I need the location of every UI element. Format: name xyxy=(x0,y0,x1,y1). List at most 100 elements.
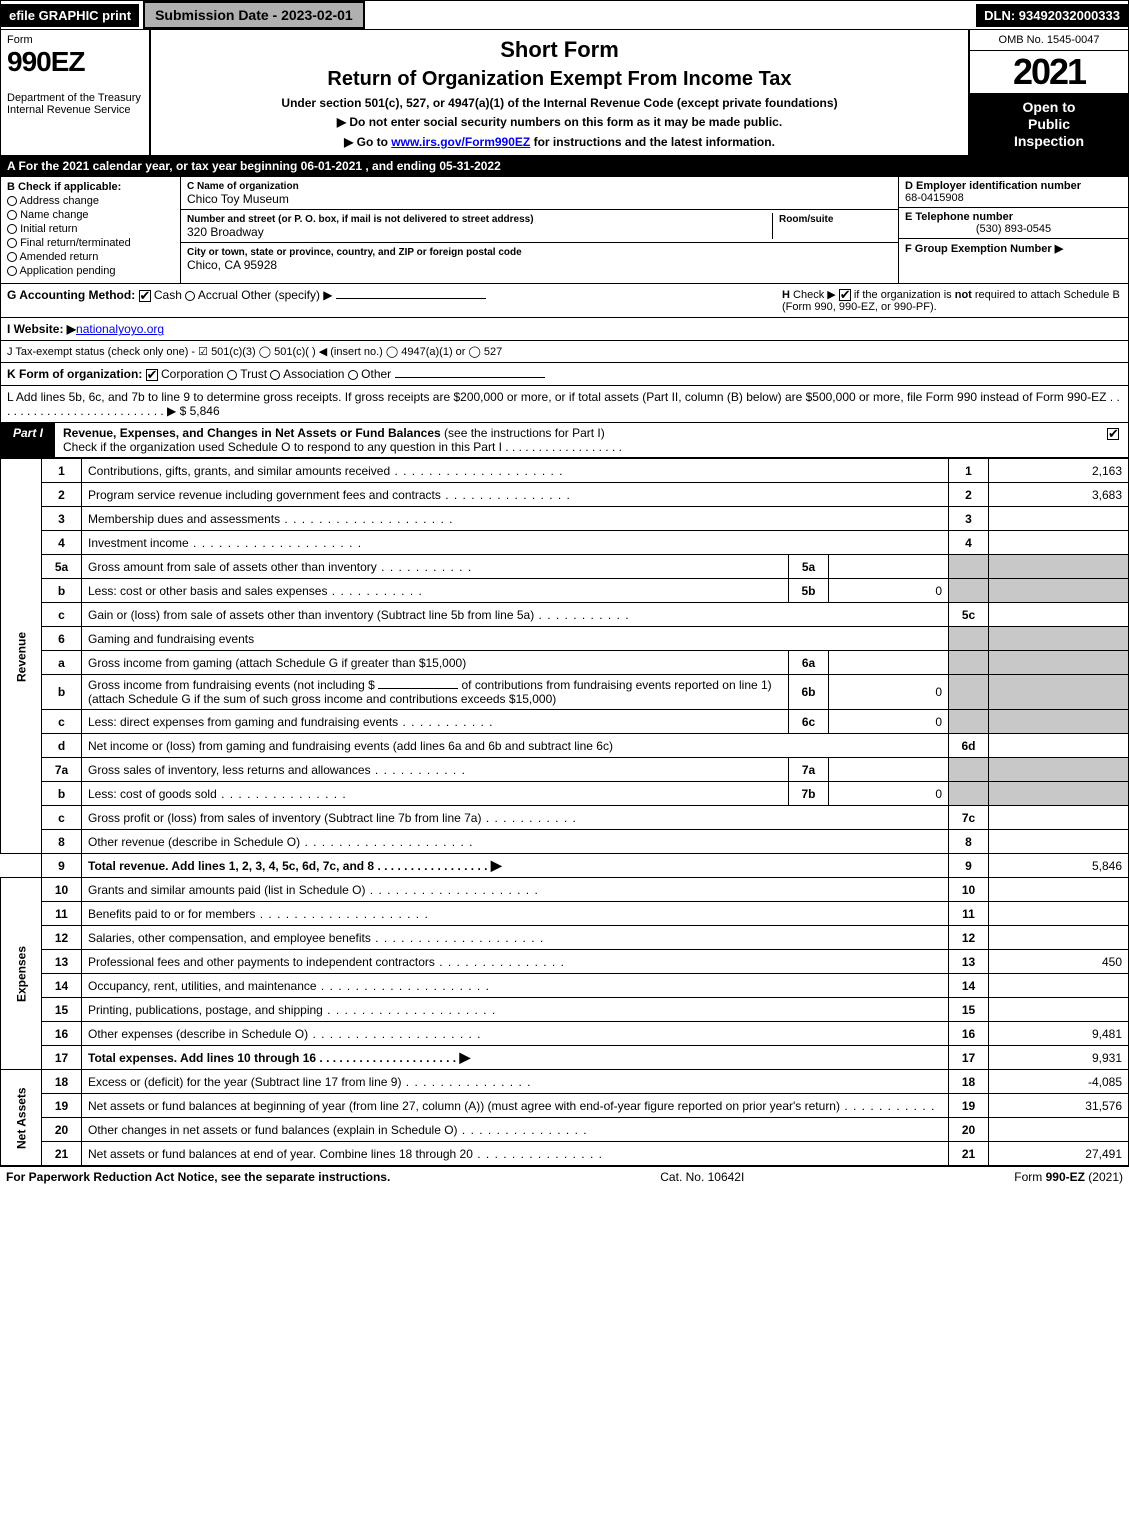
checkbox-corporation[interactable] xyxy=(146,369,158,381)
row-j: J Tax-exempt status (check only one) - ☑… xyxy=(0,341,1129,363)
table-row: b Less: cost of goods sold 7b 0 xyxy=(1,782,1129,806)
part-1-header: Part I Revenue, Expenses, and Changes in… xyxy=(0,423,1129,458)
line-7c-value xyxy=(989,806,1129,830)
checkbox-association[interactable] xyxy=(270,370,280,380)
line-14-value xyxy=(989,974,1129,998)
line-19-value: 31,576 xyxy=(989,1094,1129,1118)
checkbox-cash[interactable] xyxy=(139,290,151,302)
line-10-value xyxy=(989,878,1129,902)
row-i: I Website: ▶nationalyoyo.org xyxy=(0,318,1129,341)
street-label: Number and street (or P. O. box, if mail… xyxy=(187,214,534,225)
subtitle: Under section 501(c), 527, or 4947(a)(1)… xyxy=(157,96,962,110)
line-7b-value: 0 xyxy=(829,782,949,806)
table-row: 8 Other revenue (describe in Schedule O)… xyxy=(1,830,1129,854)
top-bar: efile GRAPHIC print Submission Date - 20… xyxy=(0,0,1129,30)
group-exemption-label: F Group Exemption Number ▶ xyxy=(905,242,1122,255)
table-row: Net Assets 18 Excess or (deficit) for th… xyxy=(1,1070,1129,1094)
line-6a-value xyxy=(829,651,949,675)
row-g-h: G Accounting Method: Cash Accrual Other … xyxy=(0,284,1129,318)
department: Department of the Treasury Internal Reve… xyxy=(7,92,143,116)
table-row: 17 Total expenses. Add lines 10 through … xyxy=(1,1046,1129,1070)
line-7a-value xyxy=(829,758,949,782)
telephone-value: (530) 893-0545 xyxy=(905,223,1122,235)
row-k: K Form of organization: Corporation Trus… xyxy=(0,363,1129,386)
table-row: b Gross income from fundraising events (… xyxy=(1,675,1129,710)
section-b: B Check if applicable: Address change Na… xyxy=(1,177,181,283)
table-row: 2 Program service revenue including gove… xyxy=(1,483,1129,507)
table-row: 6 Gaming and fundraising events xyxy=(1,627,1129,651)
line-4-value xyxy=(989,531,1129,555)
efile-label[interactable]: efile GRAPHIC print xyxy=(1,4,139,27)
section-c: C Name of organization Chico Toy Museum … xyxy=(181,177,898,283)
gross-receipts-amount: ▶ $ 5,846 xyxy=(167,404,220,418)
line-2-value: 3,683 xyxy=(989,483,1129,507)
line-1-value: 2,163 xyxy=(989,459,1129,483)
city-value: Chico, CA 95928 xyxy=(187,258,892,272)
instruction-1: ▶ Do not enter social security numbers o… xyxy=(157,115,962,129)
ein-label: D Employer identification number xyxy=(905,180,1122,192)
part-1-table: Revenue 1 Contributions, gifts, grants, … xyxy=(0,458,1129,1166)
submission-date: Submission Date - 2023-02-01 xyxy=(143,1,365,29)
line-18-value: -4,085 xyxy=(989,1070,1129,1094)
line-16-value: 9,481 xyxy=(989,1022,1129,1046)
line-8-value xyxy=(989,830,1129,854)
street-value: 320 Broadway xyxy=(187,225,772,239)
table-row: 11 Benefits paid to or for members 11 xyxy=(1,902,1129,926)
form-number: 990EZ xyxy=(7,46,143,78)
checkbox-app-pending[interactable] xyxy=(7,266,17,276)
city-label: City or town, state or province, country… xyxy=(187,247,522,258)
checkbox-amended[interactable] xyxy=(7,252,17,262)
table-row: d Net income or (loss) from gaming and f… xyxy=(1,734,1129,758)
checkbox-schedule-o-part1[interactable] xyxy=(1107,428,1119,440)
checkbox-schedule-b[interactable] xyxy=(839,289,851,301)
checkbox-final-return[interactable] xyxy=(7,238,17,248)
net-assets-label: Net Assets xyxy=(1,1070,42,1166)
table-row: Expenses 10 Grants and similar amounts p… xyxy=(1,878,1129,902)
row-l: L Add lines 5b, 6c, and 7b to line 9 to … xyxy=(0,386,1129,423)
table-row: 9 Total revenue. Add lines 1, 2, 3, 4, 5… xyxy=(1,854,1129,878)
table-row: 13 Professional fees and other payments … xyxy=(1,950,1129,974)
catalog-number: Cat. No. 10642I xyxy=(390,1170,1014,1184)
table-row: 3 Membership dues and assessments 3 xyxy=(1,507,1129,531)
line-9-value: 5,846 xyxy=(989,854,1129,878)
ein-value: 68-0415908 xyxy=(905,192,1122,204)
section-b-title: B Check if applicable: xyxy=(7,181,174,193)
accounting-method-label: G Accounting Method: xyxy=(7,288,135,302)
table-row: 4 Investment income 4 xyxy=(1,531,1129,555)
line-5b-value: 0 xyxy=(829,579,949,603)
row-a-tax-year: A For the 2021 calendar year, or tax yea… xyxy=(0,156,1129,177)
room-label: Room/suite xyxy=(779,214,833,225)
table-row: 19 Net assets or fund balances at beginn… xyxy=(1,1094,1129,1118)
table-row: Revenue 1 Contributions, gifts, grants, … xyxy=(1,459,1129,483)
line-13-value: 450 xyxy=(989,950,1129,974)
form-word: Form xyxy=(7,34,143,46)
table-row: 5a Gross amount from sale of assets othe… xyxy=(1,555,1129,579)
checkbox-name-change[interactable] xyxy=(7,210,17,220)
line-5a-value xyxy=(829,555,949,579)
line-6b-value: 0 xyxy=(829,675,949,710)
line-17-value: 9,931 xyxy=(989,1046,1129,1070)
checkbox-address-change[interactable] xyxy=(7,196,17,206)
line-20-value xyxy=(989,1118,1129,1142)
checkbox-other-org[interactable] xyxy=(348,370,358,380)
table-row: 15 Printing, publications, postage, and … xyxy=(1,998,1129,1022)
checkbox-trust[interactable] xyxy=(227,370,237,380)
line-11-value xyxy=(989,902,1129,926)
table-row: c Less: direct expenses from gaming and … xyxy=(1,710,1129,734)
irs-link[interactable]: www.irs.gov/Form990EZ xyxy=(391,135,530,149)
section-d-e-f: D Employer identification number 68-0415… xyxy=(898,177,1128,283)
paperwork-notice: For Paperwork Reduction Act Notice, see … xyxy=(6,1170,390,1184)
table-row: a Gross income from gaming (attach Sched… xyxy=(1,651,1129,675)
checkbox-accrual[interactable] xyxy=(185,291,195,301)
title-return: Return of Organization Exempt From Incom… xyxy=(157,68,962,91)
page-footer: For Paperwork Reduction Act Notice, see … xyxy=(0,1166,1129,1187)
dln: DLN: 93492032000333 xyxy=(976,4,1128,27)
open-to-public: Open to Public Inspection xyxy=(970,93,1128,155)
table-row: c Gain or (loss) from sale of assets oth… xyxy=(1,603,1129,627)
table-row: 21 Net assets or fund balances at end of… xyxy=(1,1142,1129,1166)
website-link[interactable]: nationalyoyo.org xyxy=(76,322,164,336)
omb-number: OMB No. 1545-0047 xyxy=(970,30,1128,51)
table-row: 12 Salaries, other compensation, and emp… xyxy=(1,926,1129,950)
table-row: b Less: cost or other basis and sales ex… xyxy=(1,579,1129,603)
checkbox-initial-return[interactable] xyxy=(7,224,17,234)
